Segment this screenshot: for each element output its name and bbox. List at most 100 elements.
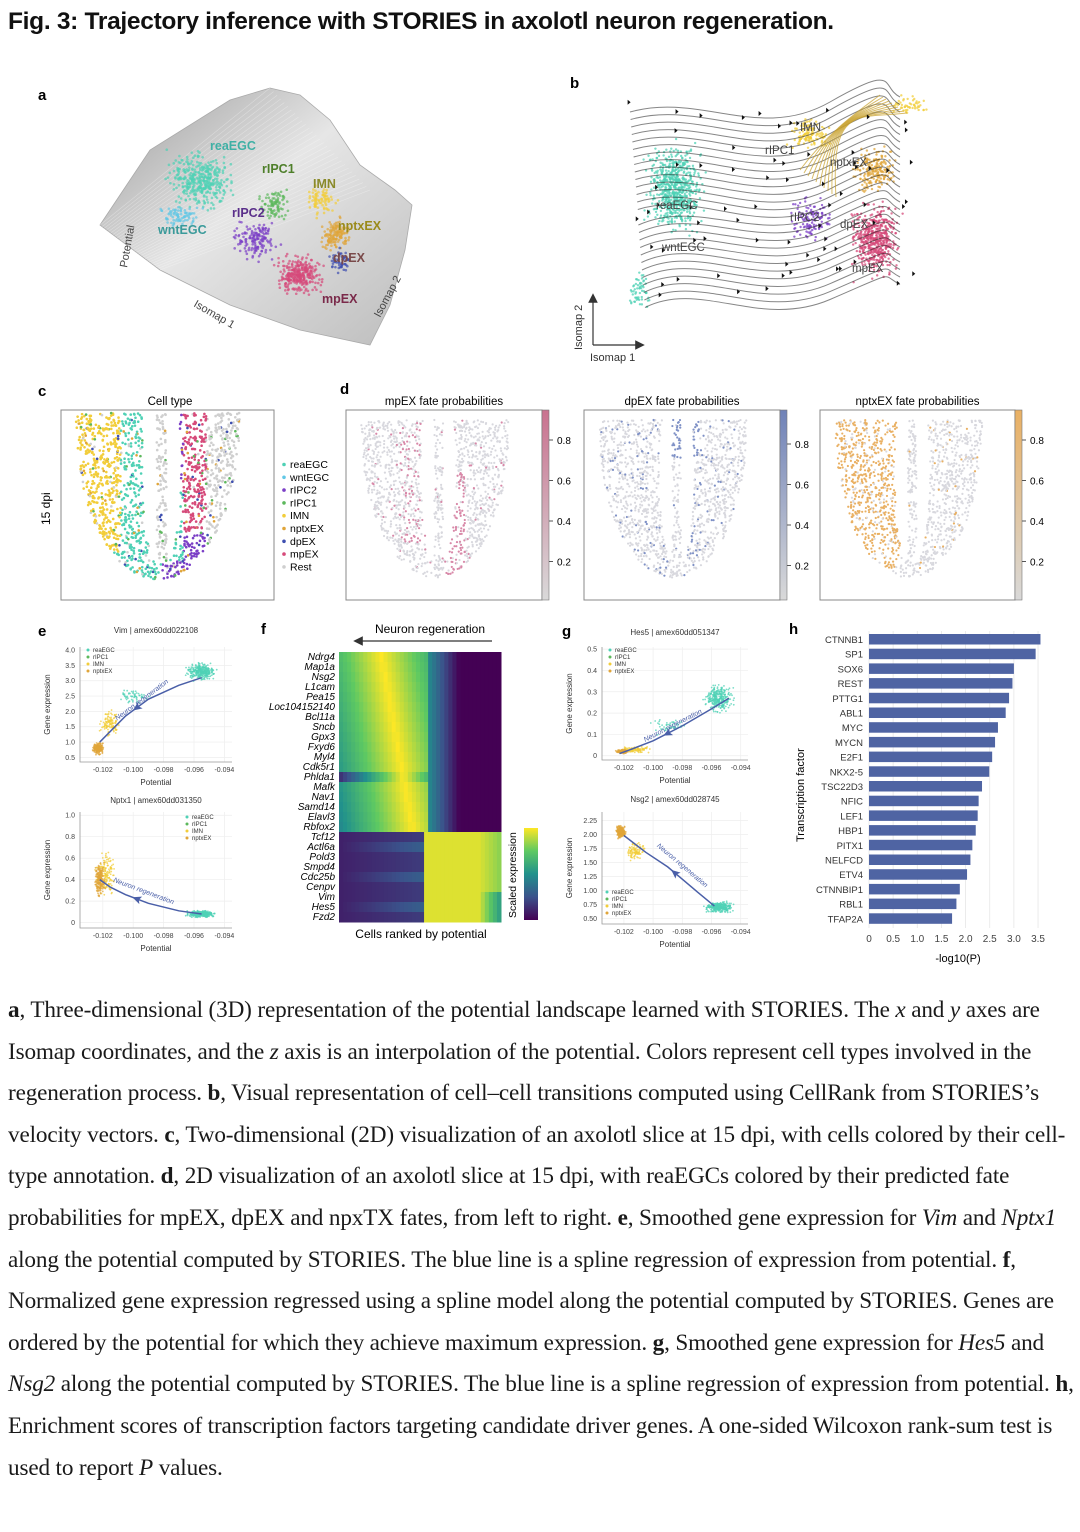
y-tick: 0.2 — [587, 711, 597, 718]
legend-item: dpEX — [290, 536, 316, 548]
y-tick: 0.4 — [587, 668, 597, 675]
ylabel-text: Transcription factor — [795, 748, 807, 842]
legend-swatch — [608, 655, 612, 659]
heatmap-row — [339, 772, 502, 783]
legend-swatch — [86, 648, 90, 652]
trend-annotation: Neuron regeneration — [114, 678, 170, 722]
fate-map-title: dpEX fate probabilities — [624, 396, 739, 408]
gene-label: Myl4 — [314, 752, 336, 763]
fate-map-title: mpEX fate probabilities — [385, 396, 504, 408]
x-tick: -0.100 — [643, 765, 663, 772]
caption-text: , Three-dimensional (3D) representation … — [19, 997, 896, 1023]
scatter-plot-1: -0.102 -0.100 -0.098 -0.096 -0.094 0 0.2 0.4 0.6… — [43, 796, 234, 953]
gene-label: Fzd2 — [313, 912, 336, 923]
expression-points — [91, 661, 218, 756]
heatmap-row — [339, 892, 502, 903]
y-tick: 3.5 — [65, 663, 75, 670]
heatmap-row — [339, 912, 502, 923]
panel-label-f: f — [261, 621, 267, 638]
heatmap-row — [339, 722, 502, 733]
panel-label-e: e — [38, 623, 46, 640]
legend-item: IMN — [612, 904, 623, 910]
legend-swatch — [185, 836, 189, 840]
bar-mycn — [869, 736, 996, 748]
caption-text: z — [269, 1038, 279, 1065]
heatmap-row — [339, 832, 502, 843]
bar-nfic — [869, 795, 979, 807]
spline-trend-line — [623, 834, 715, 907]
heatmap-row — [339, 872, 502, 883]
colorbar-tick: 0.4 — [557, 517, 571, 528]
y-tick: 0.5 — [65, 755, 75, 762]
y-label: Gene expression — [565, 673, 574, 733]
tf-label: CTNNB1 — [825, 635, 863, 646]
colorbar-tick: 0.4 — [795, 521, 809, 532]
caption-text: , 2D visualization of an axolotl slice a… — [8, 1163, 1010, 1231]
y-tick: 0 — [71, 920, 75, 927]
legend-item: nptxEX — [615, 669, 634, 675]
legend-swatch — [185, 829, 189, 833]
x-tick: -0.098 — [672, 765, 692, 772]
legend-item: rIPC1 — [93, 655, 109, 661]
panel-label-a: a — [38, 87, 47, 104]
x-label: Potential — [140, 778, 171, 787]
y-tick: 0.5 — [587, 647, 597, 654]
legend-swatch — [608, 669, 612, 673]
legend-swatch-reaegc — [282, 462, 286, 467]
tf-label: REST — [838, 679, 864, 690]
expression-points — [614, 683, 735, 755]
caption-panel-letter: c — [164, 1121, 175, 1148]
caption-panel-letter: e — [617, 1204, 628, 1231]
x-tick: -0.094 — [214, 767, 234, 774]
plot-title: Nsg2 | amex60dd028745 — [630, 795, 720, 804]
x-tick: -0.096 — [184, 933, 204, 940]
landscape-label-imn: IMN — [313, 177, 336, 191]
colorbar-tick: 0.6 — [1030, 477, 1044, 488]
caption-text: and — [905, 997, 950, 1023]
direction-arrow-icon — [663, 727, 674, 736]
tf-label: HBP1 — [838, 826, 863, 837]
legend-swatch — [608, 662, 612, 666]
fate-colorbar — [541, 409, 550, 601]
x-tick: -0.098 — [154, 767, 174, 774]
gene-label: Ndrg4 — [308, 652, 336, 663]
caption-text: and — [1005, 1329, 1045, 1356]
gene-label: Fxyd6 — [308, 742, 336, 753]
tf-label: MYCN — [835, 738, 863, 749]
caption-text: , Smoothed gene expression for — [627, 1204, 922, 1231]
tf-label: RBL1 — [839, 900, 863, 911]
fate-colorbar — [1014, 409, 1023, 601]
y-tick: 0.50 — [583, 916, 597, 923]
tf-label: SP1 — [845, 650, 863, 661]
colorbar-tick: 0.2 — [795, 562, 809, 573]
y-tick: 0.3 — [587, 689, 597, 696]
heatmap-row — [339, 782, 502, 793]
landscape-label-reaegc: reaEGC — [210, 139, 256, 153]
transition-label-reaegc: reaEGC — [656, 200, 698, 212]
y-tick: 0.1 — [587, 732, 597, 739]
tf-label: E2F1 — [840, 753, 863, 764]
gene-label: Map1a — [304, 662, 335, 673]
figure-caption: a, Three-dimensional (3D) representation… — [8, 990, 1076, 1489]
panel-f-heatmap: f Neuron regeneration Ndrg4Map1aNsg2L1ca… — [261, 621, 538, 941]
caption-text: y — [949, 997, 961, 1023]
legend-item: nptxEX — [612, 911, 631, 917]
colorbar-tick: 0.4 — [1030, 517, 1044, 528]
gene-label: Cenpv — [306, 882, 336, 893]
x-tick: -0.100 — [643, 929, 663, 936]
heatmap-row — [339, 712, 502, 723]
bar-tsc22d3 — [869, 781, 983, 792]
bar-pttg1 — [869, 692, 1010, 704]
legend-swatch — [86, 662, 90, 666]
heatmap-row — [339, 812, 502, 823]
gene-label: Samd14 — [298, 802, 336, 813]
transition-label-nptxex: nptxEX — [830, 157, 867, 169]
bar-lef1 — [869, 810, 978, 821]
heatmap-row — [339, 852, 502, 863]
scatter-plot-0: -0.102 -0.100 -0.098 -0.096 -0.094 0.5 1.0 1.5 2… — [43, 626, 234, 787]
heatmap-row — [339, 862, 502, 873]
x-tick: -0.094 — [731, 765, 751, 772]
bar-etv4 — [869, 869, 968, 880]
legend-swatch — [185, 815, 189, 819]
transition-label-imn: IMN — [800, 122, 821, 134]
